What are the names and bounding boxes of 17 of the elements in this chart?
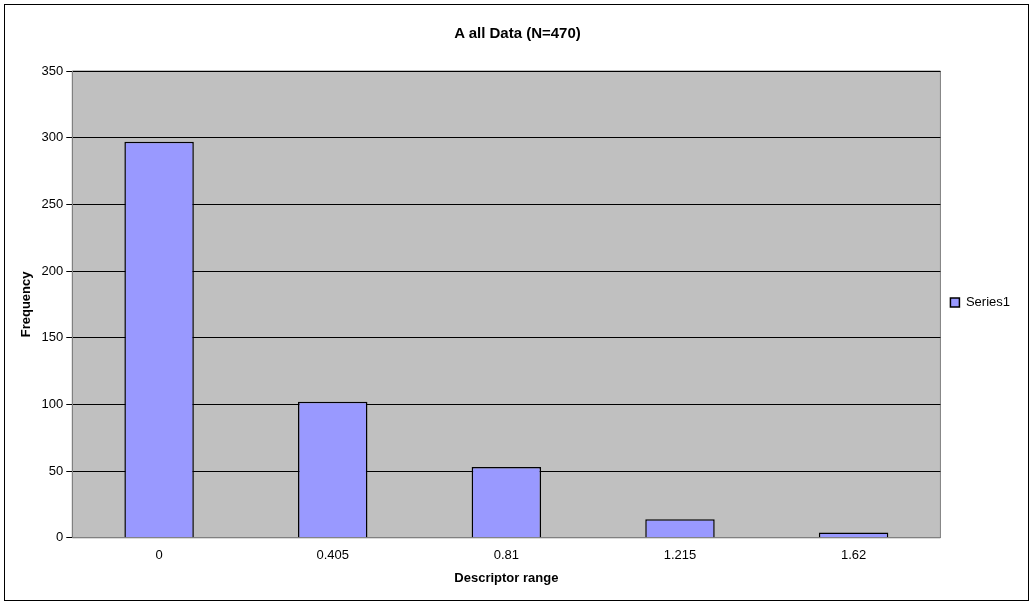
- y-axis-title: Frequency: [18, 270, 34, 338]
- x-tick-label: 0.81: [493, 547, 520, 563]
- x-axis-title: Descriptor range: [454, 569, 559, 585]
- x-tick-label: 0: [155, 547, 163, 563]
- y-tick-label: 300: [41, 129, 64, 145]
- x-tick-label: 1.62: [840, 547, 867, 563]
- chart-title: A all Data (N=470): [454, 24, 581, 42]
- x-tick-label: 0.405: [316, 547, 349, 563]
- y-tick-label: 250: [41, 195, 64, 211]
- y-tick-label: 100: [41, 396, 64, 412]
- x-tick-label: 1.215: [663, 547, 697, 563]
- y-tick-label: 50: [48, 462, 64, 478]
- y-tick-label: 350: [41, 62, 64, 78]
- y-tick-label: 150: [41, 329, 64, 345]
- y-tick-label: 200: [41, 262, 64, 278]
- legend-label: Series1: [965, 294, 1010, 310]
- y-tick-label: 0: [56, 529, 64, 545]
